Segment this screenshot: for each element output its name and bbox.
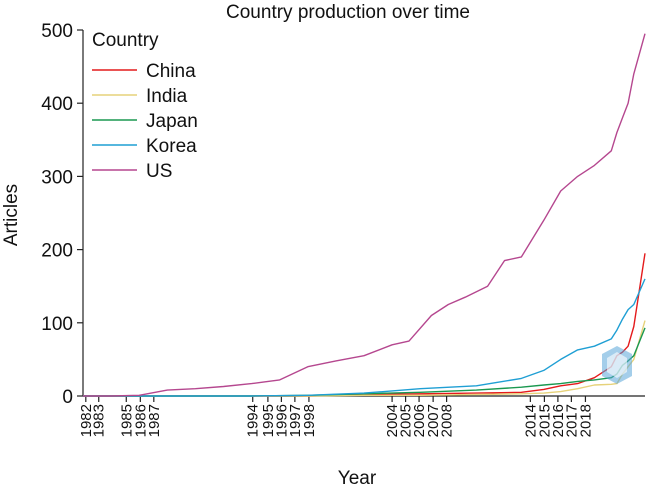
legend: Country China India Japan Korea US (92, 30, 198, 182)
x-tick-label: 1985 (118, 404, 135, 437)
x-tick-label: 1995 (260, 404, 277, 437)
x-tick-label: 1983 (91, 404, 108, 437)
x-tick-label: 2008 (439, 404, 456, 437)
x-tick-label: 1997 (287, 404, 304, 437)
legend-label-korea: Korea (146, 136, 197, 157)
x-tick-label: 2016 (550, 404, 567, 437)
legend-label-china: China (146, 61, 196, 82)
x-tick-label: 1996 (273, 404, 290, 437)
y-axis-ticks: 0 100 200 300 400 500 (41, 21, 83, 408)
x-tick-label: 2017 (563, 404, 580, 437)
x-tick-label: 1982 (78, 404, 95, 437)
legend-title: Country (92, 30, 159, 51)
x-tick-label: 1998 (301, 404, 318, 437)
y-axis-label: Articles (1, 184, 22, 246)
y-tick-label: 100 (41, 314, 73, 335)
y-tick-label: 500 (41, 21, 73, 42)
watermark-badge-icon (602, 346, 632, 384)
y-tick-label: 200 (41, 241, 73, 262)
x-tick-label: 1986 (132, 404, 149, 437)
series-line-us (83, 33, 646, 397)
x-tick-label: 2015 (536, 404, 553, 437)
legend-label-india: India (146, 86, 188, 107)
chart-title: Country production over time (226, 2, 470, 23)
x-tick-label: 2014 (522, 404, 539, 437)
series-line-china (83, 253, 646, 397)
x-axis-label: Year (338, 468, 377, 486)
x-tick-label: 2006 (411, 404, 428, 437)
y-tick-label: 300 (41, 167, 73, 188)
x-tick-label: 1994 (245, 404, 262, 437)
y-tick-label: 0 (62, 387, 73, 408)
y-tick-label: 400 (41, 94, 73, 115)
x-tick-label: 1987 (146, 404, 163, 437)
x-tick-label: 2018 (577, 404, 594, 437)
legend-label-japan: Japan (146, 111, 198, 132)
legend-label-us: US (146, 161, 172, 182)
x-tick-label: 2007 (425, 404, 442, 437)
x-tick-label: 2004 (384, 404, 401, 437)
x-tick-label: 2005 (398, 404, 415, 437)
series-line-india (83, 320, 646, 397)
series-line-korea (83, 278, 646, 397)
